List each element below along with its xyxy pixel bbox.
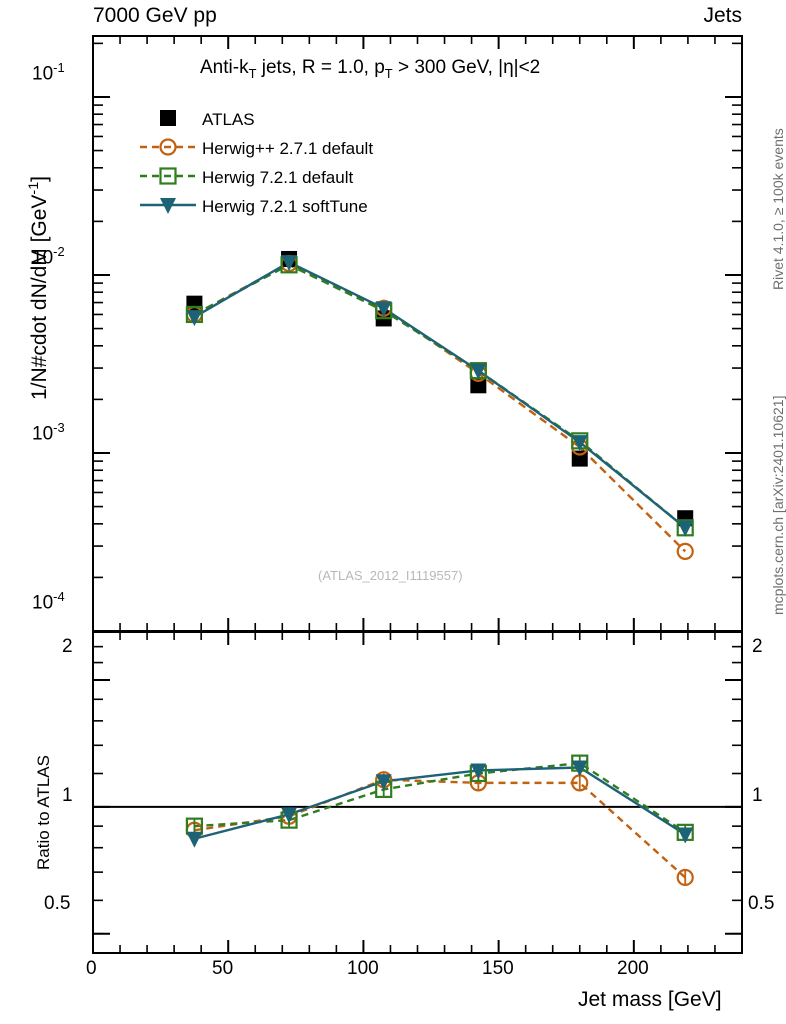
data-point-3-5 [677, 520, 694, 537]
x-tick-0: 0 [86, 958, 97, 979]
ratio-line-1 [194, 761, 686, 834]
ratio-point-2-1 [281, 807, 298, 824]
header-right: Jets [703, 4, 742, 27]
x-axis-label: Jet mass [GeV] [578, 988, 722, 1011]
y-tick-main-2: 10-3 [32, 420, 65, 445]
ratio-point-2-4 [571, 760, 588, 777]
legend-label-1: Herwig++ 2.7.1 default [202, 139, 374, 158]
header-left: 7000 GeV pp [93, 4, 217, 27]
y-tick-ratio-right-1: 1 [752, 785, 763, 806]
legend-label-0: ATLAS [202, 110, 255, 129]
x-tick-1: 50 [212, 958, 234, 979]
y-tick-main-3: 10-4 [32, 589, 65, 614]
legend-marker-0 [160, 110, 176, 126]
x-tick-3: 150 [482, 958, 514, 979]
data-point-3-1 [281, 255, 298, 272]
ratio-point-2-2 [375, 774, 392, 791]
legend-marker-3 [160, 198, 176, 214]
ratio-panel-frame [92, 631, 743, 954]
dataset-watermark: (ATLAS_2012_I1119557) [318, 568, 463, 583]
y-tick-ratio-left-05: 0.5 [44, 893, 71, 914]
data-point-1-5 [676, 542, 694, 560]
data-point-3-4 [571, 435, 588, 452]
ratio-point-2-0 [186, 831, 203, 848]
ratio-point-2-3 [470, 763, 487, 780]
series-line-1 [193, 262, 687, 553]
ratio-point-2-5 [677, 827, 694, 844]
x-tick-4: 200 [617, 958, 649, 979]
series-line-3 [193, 260, 686, 529]
ratio-line-2 [194, 766, 686, 840]
legend-label-2: Herwig 7.2.1 default [202, 168, 354, 187]
series-line-2 [193, 263, 686, 529]
data-point-3-3 [470, 363, 487, 380]
legend-marker-2 [159, 167, 177, 185]
y-tick-main-0: 10-1 [32, 60, 65, 85]
plot-annotation: Anti-kT jets, R = 1.0, pT > 300 GeV, |η|… [200, 57, 541, 81]
legend-marker-1 [159, 138, 177, 156]
y-tick-ratio-left-2: 2 [62, 636, 73, 657]
legend-label-3: Herwig 7.2.1 softTune [202, 197, 368, 216]
y-tick-ratio-left-1: 1 [62, 785, 73, 806]
ratio-line-0 [194, 778, 687, 879]
y-tick-ratio-right-05: 0.5 [748, 893, 775, 914]
data-point-3-2 [375, 301, 392, 318]
y-tick-main-1: 10-2 [32, 244, 65, 269]
ratio-point-0-5 [676, 868, 694, 887]
x-tick-2: 100 [347, 958, 379, 979]
data-point-3-0 [186, 310, 203, 327]
data-point-0-3 [470, 377, 487, 394]
y-tick-ratio-right-2: 2 [752, 636, 763, 657]
